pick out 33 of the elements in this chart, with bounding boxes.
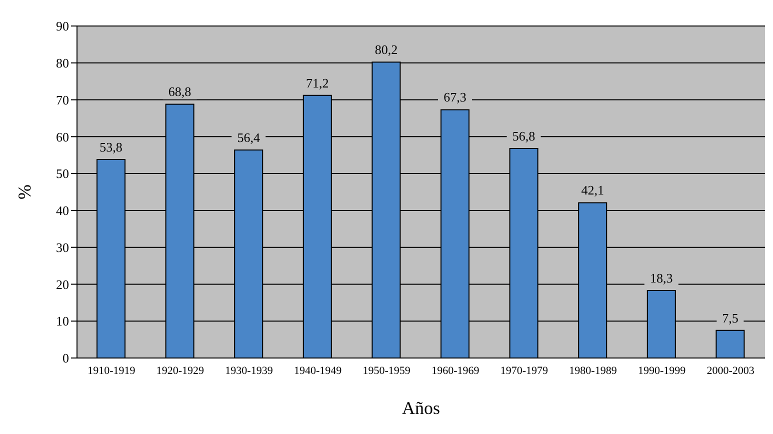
data-label: 67,3 bbox=[444, 90, 466, 105]
y-tick-label: 90 bbox=[56, 18, 69, 34]
data-label: 18,3 bbox=[650, 270, 673, 286]
y-tick-label: 40 bbox=[56, 203, 69, 218]
x-tick-label: 1910-1919 bbox=[88, 364, 136, 377]
data-label: 53,8 bbox=[100, 140, 122, 155]
data-label: 7,5 bbox=[722, 310, 738, 326]
data-label: 42,1 bbox=[581, 182, 604, 198]
x-tick-label: 1950-1959 bbox=[362, 364, 411, 377]
data-label: 80,2 bbox=[374, 42, 398, 58]
x-tick-label: 2000-2003 bbox=[706, 364, 755, 377]
y-tick-label: 50 bbox=[56, 166, 69, 182]
data-label: 56,4 bbox=[237, 130, 260, 145]
data-label: 71,2 bbox=[306, 75, 329, 90]
y-tick-label: 80 bbox=[56, 56, 69, 71]
data-label: 68,8 bbox=[168, 84, 192, 100]
y-axis-title: % bbox=[14, 184, 34, 200]
x-tick-label: 1970-1979 bbox=[500, 364, 549, 377]
y-tick-label: 20 bbox=[56, 276, 69, 292]
y-tick-label: 60 bbox=[56, 129, 69, 144]
x-tick-label: 1990-1999 bbox=[638, 364, 686, 377]
x-axis-title: Años bbox=[402, 398, 440, 418]
x-tick-label: 1940-1949 bbox=[294, 364, 342, 377]
x-tick-label: 1960-1969 bbox=[432, 364, 480, 377]
x-tick-label: 1980-1989 bbox=[569, 364, 618, 377]
x-tick-label: 1920-1929 bbox=[156, 364, 205, 377]
bar bbox=[716, 330, 745, 358]
y-tick-label: 0 bbox=[62, 350, 69, 366]
data-label: 56,8 bbox=[512, 128, 536, 144]
y-tick-label: 30 bbox=[56, 240, 69, 255]
x-tick-label: 1930-1939 bbox=[225, 364, 274, 377]
y-tick-label: 70 bbox=[56, 92, 69, 108]
y-tick-label: 10 bbox=[56, 314, 69, 329]
